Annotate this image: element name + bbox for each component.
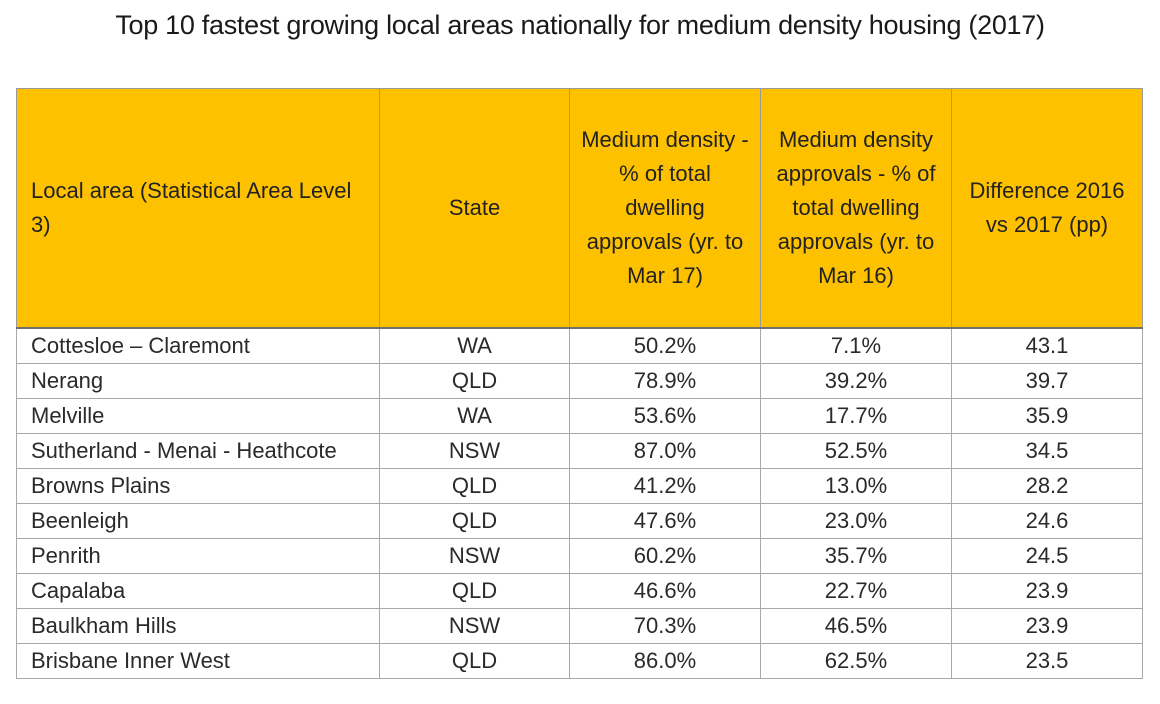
cell-difference: 39.7	[951, 363, 1143, 399]
cell-difference: 24.6	[951, 503, 1143, 539]
cell-state: QLD	[379, 468, 570, 504]
cell-local-area: Beenleigh	[16, 503, 380, 539]
cell-pct-2017: 50.2%	[569, 327, 761, 364]
cell-state: QLD	[379, 503, 570, 539]
cell-pct-2016: 7.1%	[760, 327, 952, 364]
cell-pct-2016: 62.5%	[760, 643, 952, 679]
table-row: Capalaba QLD 46.6% 22.7% 23.9	[16, 573, 1143, 609]
cell-state: QLD	[379, 643, 570, 679]
table-header-row: Local area (Statistical Area Level 3) St…	[16, 88, 1143, 329]
table-row: Penrith NSW 60.2% 35.7% 24.5	[16, 538, 1143, 574]
header-pct-2017: Medium density - % of total dwelling app…	[569, 88, 761, 329]
table-row: Beenleigh QLD 47.6% 23.0% 24.6	[16, 503, 1143, 539]
cell-state: QLD	[379, 363, 570, 399]
cell-pct-2017: 60.2%	[569, 538, 761, 574]
table-row: Browns Plains QLD 41.2% 13.0% 28.2	[16, 468, 1143, 504]
cell-difference: 34.5	[951, 433, 1143, 469]
housing-growth-table: Local area (Statistical Area Level 3) St…	[16, 88, 1143, 679]
header-local-area: Local area (Statistical Area Level 3)	[16, 88, 380, 329]
cell-local-area: Baulkham Hills	[16, 608, 380, 644]
page-title: Top 10 fastest growing local areas natio…	[115, 10, 1045, 40]
cell-state: WA	[379, 327, 570, 364]
cell-local-area: Cottesloe – Claremont	[16, 327, 380, 364]
cell-difference: 23.5	[951, 643, 1143, 679]
cell-pct-2017: 86.0%	[569, 643, 761, 679]
table-row: Sutherland - Menai - Heathcote NSW 87.0%…	[16, 433, 1143, 469]
cell-pct-2017: 78.9%	[569, 363, 761, 399]
cell-pct-2017: 87.0%	[569, 433, 761, 469]
cell-pct-2016: 23.0%	[760, 503, 952, 539]
table-row: Nerang QLD 78.9% 39.2% 39.7	[16, 363, 1143, 399]
cell-pct-2016: 17.7%	[760, 398, 952, 434]
cell-local-area: Penrith	[16, 538, 380, 574]
cell-pct-2016: 13.0%	[760, 468, 952, 504]
cell-difference: 23.9	[951, 573, 1143, 609]
header-difference: Difference 2016 vs 2017 (pp)	[951, 88, 1143, 329]
header-pct-2016: Medium density approvals - % of total dw…	[760, 88, 952, 329]
cell-pct-2016: 52.5%	[760, 433, 952, 469]
cell-difference: 28.2	[951, 468, 1143, 504]
cell-pct-2016: 39.2%	[760, 363, 952, 399]
table-row: Melville WA 53.6% 17.7% 35.9	[16, 398, 1143, 434]
cell-pct-2016: 35.7%	[760, 538, 952, 574]
table-row: Cottesloe – Claremont WA 50.2% 7.1% 43.1	[16, 327, 1143, 364]
cell-state: NSW	[379, 538, 570, 574]
cell-state: WA	[379, 398, 570, 434]
cell-local-area: Browns Plains	[16, 468, 380, 504]
cell-pct-2017: 53.6%	[569, 398, 761, 434]
table-row: Baulkham Hills NSW 70.3% 46.5% 23.9	[16, 608, 1143, 644]
cell-local-area: Nerang	[16, 363, 380, 399]
cell-state: NSW	[379, 433, 570, 469]
cell-state: NSW	[379, 608, 570, 644]
cell-local-area: Capalaba	[16, 573, 380, 609]
cell-pct-2017: 46.6%	[569, 573, 761, 609]
cell-difference: 24.5	[951, 538, 1143, 574]
cell-pct-2017: 70.3%	[569, 608, 761, 644]
cell-local-area: Sutherland - Menai - Heathcote	[16, 433, 380, 469]
cell-state: QLD	[379, 573, 570, 609]
cell-pct-2017: 47.6%	[569, 503, 761, 539]
cell-difference: 35.9	[951, 398, 1143, 434]
table-row: Brisbane Inner West QLD 86.0% 62.5% 23.5	[16, 643, 1143, 679]
cell-difference: 43.1	[951, 327, 1143, 364]
cell-difference: 23.9	[951, 608, 1143, 644]
cell-pct-2017: 41.2%	[569, 468, 761, 504]
cell-local-area: Brisbane Inner West	[16, 643, 380, 679]
cell-pct-2016: 22.7%	[760, 573, 952, 609]
cell-local-area: Melville	[16, 398, 380, 434]
header-state: State	[379, 88, 570, 329]
cell-pct-2016: 46.5%	[760, 608, 952, 644]
